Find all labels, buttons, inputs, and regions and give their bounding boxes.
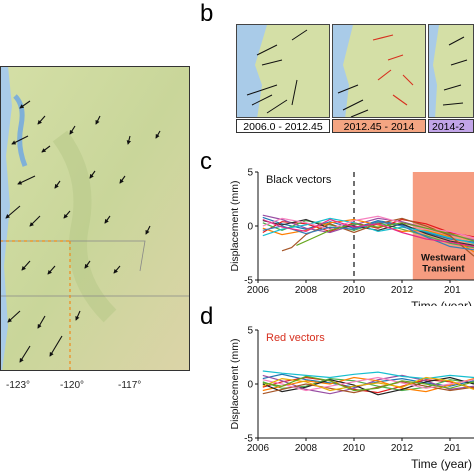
minimap-caption-2: 2012.45 - 2014 bbox=[332, 119, 426, 133]
minimap-2-vectors bbox=[337, 34, 414, 117]
series-line-6 bbox=[262, 217, 474, 244]
y-tick-label: 0 bbox=[247, 222, 253, 233]
minimap-2 bbox=[332, 24, 426, 118]
minimap-3-vectors bbox=[442, 36, 468, 106]
minimap-1-svg bbox=[237, 25, 329, 117]
lon-label-120: -120° bbox=[60, 380, 85, 391]
map-a-range bbox=[52, 130, 117, 323]
x-axis-label: Time (year) bbox=[411, 299, 472, 306]
lon-label-123: -123° bbox=[6, 380, 31, 391]
x-tick-label: 2010 bbox=[343, 285, 366, 296]
panel-letter-c: c bbox=[200, 148, 212, 175]
y-tick-label: 0 bbox=[247, 380, 253, 391]
minimap-1-vectors bbox=[246, 29, 308, 114]
series-line-9 bbox=[262, 376, 474, 392]
series-line-10 bbox=[262, 375, 474, 392]
y-tick-label: -5 bbox=[244, 434, 253, 445]
x-tick-label: 2012 bbox=[391, 443, 414, 454]
minimap-caption-1: 2006.0 - 2012.45 bbox=[236, 119, 330, 133]
x-axis-label: Time (year) bbox=[411, 457, 472, 471]
lon-label-117: -117° bbox=[118, 380, 142, 391]
map-a-sound bbox=[13, 94, 28, 167]
y-tick-label: 5 bbox=[247, 326, 253, 337]
transient-label: Westward bbox=[421, 253, 466, 264]
transient-region bbox=[412, 172, 474, 280]
series-line-4 bbox=[262, 218, 474, 253]
minimap-1 bbox=[236, 24, 330, 118]
x-tick-label: 2010 bbox=[343, 443, 366, 454]
x-tick-label: 201 bbox=[444, 285, 461, 296]
panel-letter-b: b bbox=[200, 0, 214, 27]
legend-text: Red vectors bbox=[266, 332, 325, 344]
x-tick-label: 2006 bbox=[247, 285, 270, 296]
y-axis-label: Displacement (mm) bbox=[230, 338, 241, 429]
map-a-land bbox=[0, 66, 190, 371]
map-a-frame bbox=[0, 66, 190, 371]
x-tick-label: 2008 bbox=[295, 443, 318, 454]
minimap-3-svg bbox=[429, 25, 473, 117]
x-tick-label: 2008 bbox=[295, 285, 318, 296]
x-tick-label: 201 bbox=[444, 443, 461, 454]
series-line-11 bbox=[262, 218, 474, 248]
map-panel-a bbox=[0, 66, 190, 371]
y-tick-label: 5 bbox=[247, 168, 253, 179]
series-line-6 bbox=[262, 370, 474, 380]
x-tick-label: 2006 bbox=[247, 443, 270, 454]
y-tick-label: -5 bbox=[244, 276, 253, 287]
transient-label: Transient bbox=[422, 264, 465, 275]
map-a-svg bbox=[0, 66, 190, 371]
map-a-vectors bbox=[5, 100, 161, 363]
minimap-3 bbox=[428, 24, 474, 118]
panel-letter-d: d bbox=[200, 303, 214, 330]
minimap-caption-3: 2014-2 bbox=[428, 119, 474, 133]
y-axis-label: Displacement (mm) bbox=[230, 180, 241, 271]
minimap-2-svg bbox=[333, 25, 425, 117]
legend-text: Black vectors bbox=[266, 174, 332, 186]
x-tick-label: 2012 bbox=[391, 285, 414, 296]
series-line-10 bbox=[296, 222, 474, 246]
